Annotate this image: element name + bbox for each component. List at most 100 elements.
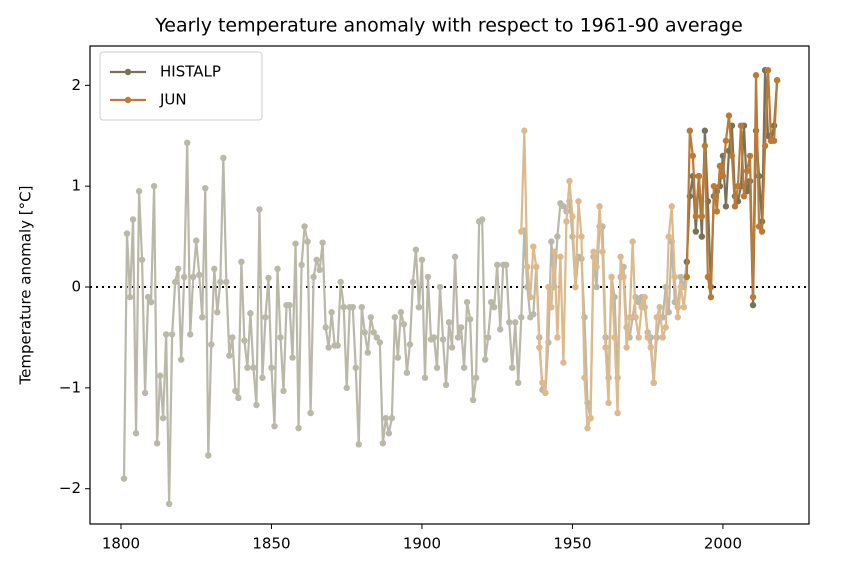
data-point xyxy=(147,298,155,306)
data-point xyxy=(752,72,760,79)
data-point xyxy=(247,310,254,317)
data-point xyxy=(280,387,287,395)
data-point xyxy=(548,303,555,311)
data-point xyxy=(343,384,350,392)
data-point xyxy=(391,314,399,321)
data-point xyxy=(409,278,417,286)
data-point xyxy=(755,223,763,230)
data-point xyxy=(503,261,510,269)
chart-title: Yearly temperature anomaly with respect … xyxy=(154,15,743,37)
legend-box xyxy=(99,51,263,121)
data-point xyxy=(138,256,146,263)
data-point xyxy=(481,356,489,363)
data-point xyxy=(238,258,245,266)
data-point xyxy=(632,314,639,321)
data-point xyxy=(506,319,513,326)
data-point xyxy=(566,177,573,185)
data-point xyxy=(484,334,492,341)
data-point xyxy=(226,352,233,359)
data-point xyxy=(292,240,299,247)
data-point xyxy=(159,414,167,422)
data-point xyxy=(743,167,751,175)
data-point xyxy=(307,409,314,417)
data-point xyxy=(701,142,709,150)
data-point xyxy=(442,381,450,389)
data-point xyxy=(385,430,393,437)
data-point xyxy=(554,334,561,341)
data-point xyxy=(563,218,570,225)
data-point xyxy=(400,321,408,328)
data-point xyxy=(418,256,426,263)
data-point xyxy=(560,359,567,366)
data-point xyxy=(644,334,651,341)
data-point xyxy=(647,344,654,351)
data-point xyxy=(132,430,140,437)
data-point xyxy=(334,342,341,349)
data-point xyxy=(352,364,359,371)
data-point xyxy=(659,334,666,341)
data-point xyxy=(397,309,405,316)
y-tick-label: 0 xyxy=(71,278,81,296)
data-point xyxy=(749,301,757,309)
data-point xyxy=(328,309,335,316)
data-point xyxy=(545,283,552,291)
data-point xyxy=(650,379,657,387)
legend-label: HISTALP xyxy=(160,63,221,81)
data-point xyxy=(602,344,609,351)
data-point xyxy=(692,213,700,220)
data-point xyxy=(120,475,128,482)
data-point xyxy=(770,137,778,144)
data-point xyxy=(611,334,618,341)
data-point xyxy=(731,203,739,210)
data-point xyxy=(701,127,709,134)
y-tick-label: 1 xyxy=(71,177,81,195)
data-point xyxy=(445,319,453,326)
data-point xyxy=(466,316,474,323)
data-point xyxy=(596,203,603,210)
data-point xyxy=(665,233,672,240)
data-point xyxy=(382,414,390,422)
data-point xyxy=(725,112,733,119)
data-point xyxy=(722,203,730,210)
data-point xyxy=(469,396,477,404)
data-point xyxy=(490,303,498,311)
data-point xyxy=(135,188,143,195)
data-point xyxy=(764,67,772,74)
data-point xyxy=(716,162,724,170)
data-point xyxy=(530,243,537,250)
data-point xyxy=(340,303,347,311)
data-point xyxy=(277,334,284,341)
data-point xyxy=(235,394,242,402)
data-point xyxy=(205,452,212,459)
data-point xyxy=(286,301,293,309)
data-point xyxy=(208,341,215,348)
data-point xyxy=(355,441,362,448)
data-point xyxy=(722,137,730,144)
data-point xyxy=(746,152,754,160)
data-point xyxy=(289,354,296,361)
data-point xyxy=(373,334,381,341)
data-point xyxy=(728,152,736,160)
data-point xyxy=(734,182,742,190)
data-point xyxy=(310,273,317,281)
data-point xyxy=(214,309,221,316)
data-point xyxy=(512,319,519,326)
data-point xyxy=(698,213,706,220)
data-point xyxy=(758,228,766,235)
data-point xyxy=(223,278,230,286)
data-point xyxy=(773,77,781,84)
data-point xyxy=(211,265,218,273)
data-point xyxy=(430,334,438,341)
data-point xyxy=(190,273,197,281)
data-point xyxy=(126,293,134,301)
data-point xyxy=(253,401,260,409)
data-point xyxy=(518,228,525,235)
data-point xyxy=(156,372,164,379)
data-point xyxy=(542,389,549,397)
data-point xyxy=(539,379,546,387)
data-point xyxy=(575,198,582,205)
data-point xyxy=(638,303,645,311)
data-point xyxy=(412,246,420,253)
data-point xyxy=(436,283,444,291)
legend-marker xyxy=(124,68,132,76)
